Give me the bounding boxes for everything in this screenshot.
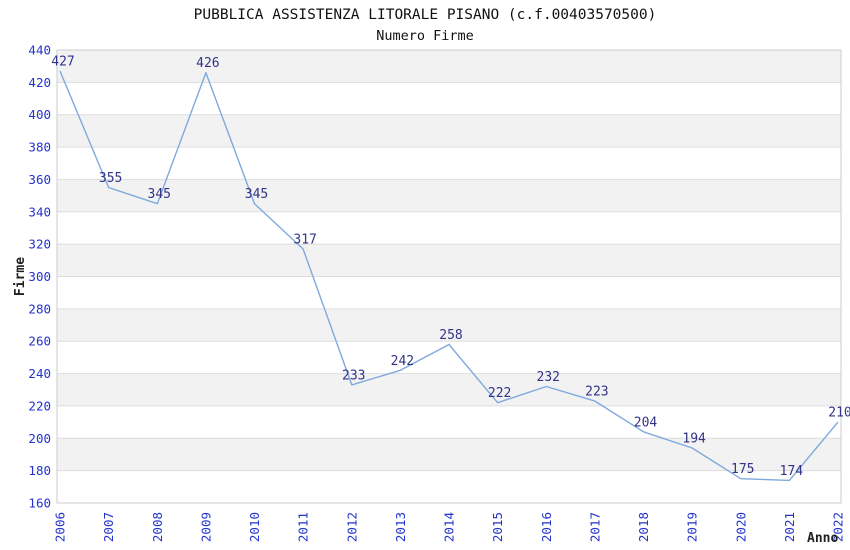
series-line <box>59 70 839 482</box>
y-tick-label: 320 <box>28 237 51 252</box>
data-label: 204 <box>634 415 658 430</box>
x-tick-label: 2007 <box>101 512 116 542</box>
y-tick-label: 240 <box>28 366 51 381</box>
data-label: 345 <box>148 187 171 202</box>
x-tick-label: 2020 <box>733 512 748 542</box>
chart-subtitle: Numero Firme <box>376 28 474 44</box>
data-label: 233 <box>342 368 365 383</box>
y-tick-label: 180 <box>28 463 51 478</box>
x-tick-label: 2018 <box>636 512 651 542</box>
data-label: 223 <box>585 385 608 400</box>
data-label: 174 <box>780 464 804 479</box>
x-tick-label: 2021 <box>782 512 797 542</box>
band <box>57 179 841 212</box>
y-tick-label: 360 <box>28 172 51 187</box>
y-tick-label: 300 <box>28 269 51 284</box>
x-tick-label: 2010 <box>247 512 262 542</box>
y-tick-label: 260 <box>28 334 51 349</box>
y-tick-label: 160 <box>28 496 51 511</box>
data-label: 258 <box>439 328 462 343</box>
y-tick-label: 400 <box>28 107 51 122</box>
y-tick-label: 280 <box>28 301 51 316</box>
data-label: 317 <box>293 232 316 247</box>
y-tick-label: 220 <box>28 398 51 413</box>
data-label: 355 <box>99 171 122 186</box>
data-label: 175 <box>731 462 754 477</box>
plot-border <box>56 49 842 504</box>
x-tick-label: 2014 <box>442 512 457 542</box>
y-tick-label: 200 <box>28 431 51 446</box>
band <box>57 373 841 406</box>
x-tick-label: 2008 <box>150 512 165 542</box>
x-tick-label: 2009 <box>198 512 213 542</box>
band <box>57 244 841 277</box>
data-label: 242 <box>391 354 414 369</box>
band <box>57 50 841 83</box>
x-tick-label: 2019 <box>685 512 700 542</box>
data-label: 222 <box>488 386 511 401</box>
chart-title: PUBBLICA ASSISTENZA LITORALE PISANO (c.f… <box>193 7 657 23</box>
x-tick-label: 2006 <box>53 512 68 542</box>
x-tick-label: 2015 <box>490 512 505 542</box>
x-tick-label: 2016 <box>539 512 554 542</box>
y-tick-label: 380 <box>28 140 51 155</box>
band <box>57 308 841 342</box>
data-label: 427 <box>51 55 74 70</box>
data-label: 345 <box>245 187 268 202</box>
data-label: 194 <box>682 431 706 446</box>
y-tick-label: 440 <box>28 43 51 58</box>
data-label: 426 <box>196 56 219 71</box>
y-axis-title: Firme <box>13 257 28 296</box>
x-tick-label: 2022 <box>831 512 846 542</box>
x-tick-label: 2011 <box>296 512 311 542</box>
y-tick-label: 340 <box>28 204 51 219</box>
y-tick-label: 420 <box>28 75 51 90</box>
x-tick-label: 2017 <box>587 512 602 542</box>
x-tick-label: 2013 <box>393 512 408 542</box>
band <box>57 114 841 148</box>
data-label: 232 <box>537 370 560 385</box>
x-tick-label: 2012 <box>344 512 359 542</box>
data-label: 210 <box>828 406 850 421</box>
band <box>57 438 841 471</box>
x-axis-title: Anno <box>807 531 838 546</box>
